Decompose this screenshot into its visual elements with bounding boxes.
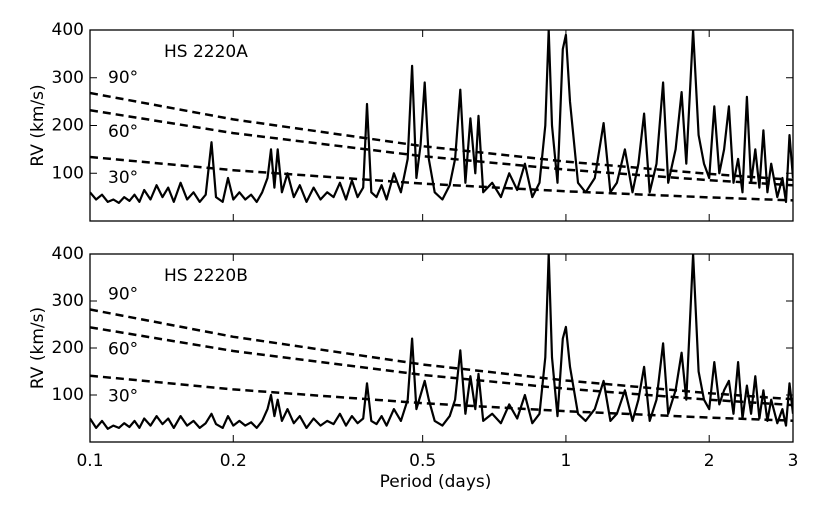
y-tick-label: 400 [52,244,84,264]
panel-title: HS 2220B [164,266,248,286]
y-tick-label: 200 [52,338,84,358]
x-tick-label: 0.1 [76,451,103,471]
inclination-curve [90,91,793,182]
x-axis-label: Period (days) [380,472,492,492]
curve-label: 90° [108,284,138,304]
curve-label: 30° [108,168,138,188]
y-tick-label: 400 [52,20,84,40]
curve-label: 30° [108,387,138,407]
curve-label: 90° [108,68,138,88]
inclination-curve [90,108,793,187]
y-axis-label: RV (km/s) [28,84,48,166]
panel-title: HS 2220A [164,42,248,62]
x-tick-label: 3 [788,451,799,471]
y-tick-label: 100 [52,163,84,183]
plot-area [90,254,793,430]
rv-line [90,254,793,430]
y-axis-label: RV (km/s) [28,307,48,389]
curve-label: 60° [108,122,138,142]
curve-label: 60° [108,339,138,359]
plot-area [90,30,793,204]
x-tick-label: 1 [561,451,572,471]
inclination-curve [90,326,793,407]
y-tick-label: 300 [52,291,84,311]
x-tick-label: 0.5 [409,451,436,471]
x-tick-label: 0.2 [220,451,247,471]
x-tick-label: 2 [704,451,715,471]
inclination-curve [90,374,793,422]
y-tick-label: 100 [52,385,84,405]
rv-line [90,30,793,204]
y-tick-label: 300 [52,68,84,88]
y-tick-label: 200 [52,116,84,136]
